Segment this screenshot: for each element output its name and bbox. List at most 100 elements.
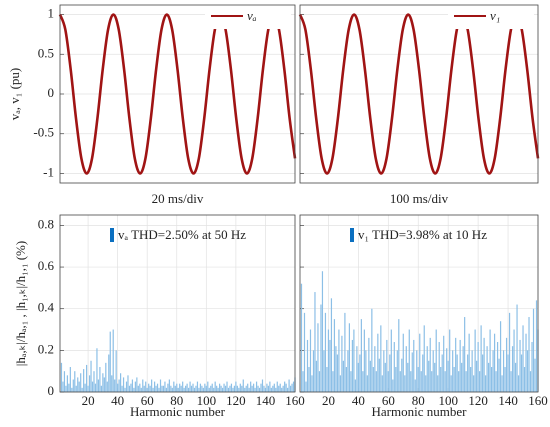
harmonic-bar [199, 383, 202, 392]
harmonic-bar [109, 331, 111, 392]
harmonic-bar [429, 337, 431, 392]
harmonic-bar [393, 342, 395, 392]
harmonic-bar [450, 375, 452, 392]
harmonic-bar [486, 346, 488, 392]
x-tick-label: 80 [170, 393, 183, 408]
panel: v₁ 100 ms/div [298, 4, 540, 206]
harmonic-bar [422, 354, 424, 392]
harmonic-bar [235, 381, 237, 392]
harmonic-bar [464, 317, 466, 392]
harmonic-bar [78, 381, 80, 392]
harmonic-bar [278, 385, 280, 392]
harmonic-bar [535, 300, 538, 392]
harmonic-bar [526, 350, 529, 392]
harmonic-bar [288, 379, 290, 392]
harmonic-bar [223, 383, 225, 392]
x-tick-label: 140 [256, 393, 276, 408]
harmonic-bar [254, 387, 256, 392]
harmonic-bar [411, 352, 413, 392]
harmonic-bar [371, 308, 373, 392]
harmonic-bar [499, 321, 502, 392]
x-tick-label: 60 [382, 393, 395, 408]
harmonic-bar [440, 367, 442, 392]
harmonic-bar [308, 367, 310, 392]
legend-box [205, 7, 291, 29]
harmonic-bar [356, 346, 358, 392]
harmonic-bar [96, 348, 98, 392]
harmonic-bar [146, 387, 148, 392]
harmonic-bar [520, 354, 523, 392]
harmonic-bar [137, 385, 139, 392]
legend-patch [110, 228, 114, 242]
harmonic-bar [164, 381, 166, 392]
harmonic-bar [87, 385, 89, 392]
harmonic-bar [501, 375, 503, 392]
harmonic-bar [190, 385, 193, 392]
harmonic-bar [69, 367, 71, 392]
harmonic-bar [437, 375, 439, 392]
harmonic-bar [211, 383, 213, 392]
harmonic-bar [383, 350, 385, 392]
y-axis-label: vₐ, v₁ (pu) [7, 68, 22, 121]
harmonic-bar [510, 371, 512, 392]
harmonic-bar [360, 319, 362, 392]
y-tick-label: 0 [48, 383, 55, 398]
harmonic-bar [312, 350, 315, 392]
harmonic-bar [351, 339, 353, 392]
harmonic-bar [63, 371, 66, 392]
harmonic-bar [81, 387, 83, 392]
harmonic-bar [473, 375, 475, 392]
harmonic-bar [121, 385, 123, 392]
harmonic-bar [72, 379, 74, 392]
harmonic-bar [239, 383, 241, 392]
harmonic-bar [502, 350, 505, 392]
y-tick-label: 0 [48, 85, 55, 100]
x-tick-label: 160 [285, 393, 305, 408]
harmonic-bar [186, 383, 188, 392]
harmonic-bar [490, 367, 493, 392]
harmonic-bar [261, 379, 264, 392]
harmonic-bar [77, 377, 79, 392]
harmonic-bar [470, 367, 472, 392]
harmonic-bar [320, 304, 322, 392]
harmonic-bar [66, 375, 68, 392]
harmonic-bar [332, 371, 334, 392]
x-tick-label: 20 [322, 393, 335, 408]
harmonic-bar [142, 379, 144, 392]
harmonic-bar [131, 379, 134, 392]
harmonic-bar [149, 385, 151, 392]
harmonic-bar [438, 342, 440, 392]
harmonic-bar [488, 362, 490, 392]
harmonic-bar [314, 292, 316, 392]
harmonic-bar [357, 362, 359, 392]
harmonic-bar [350, 371, 352, 392]
x-tick-label: 60 [141, 393, 154, 408]
harmonic-bar [468, 333, 470, 392]
harmonic-bar [384, 362, 386, 392]
axes-box [59, 4, 296, 184]
harmonic-bar [344, 312, 346, 392]
harmonic-bar [326, 367, 328, 392]
harmonic-bar [71, 387, 73, 392]
harmonic-bar [251, 385, 253, 392]
harmonic-bar [455, 337, 457, 392]
harmonic-bar [213, 387, 215, 392]
harmonic-bar [507, 354, 509, 392]
harmonic-bar [275, 387, 277, 392]
harmonic-bar [441, 354, 443, 392]
harmonic-bar [461, 362, 463, 392]
harmonic-bar [431, 371, 433, 392]
harmonic-bar [214, 381, 216, 392]
harmonic-bar [62, 381, 64, 392]
harmonic-bar [372, 367, 374, 392]
harmonic-bar [176, 383, 178, 392]
harmonic-bar [477, 342, 479, 392]
harmonic-bar [426, 346, 428, 392]
harmonic-bar [119, 373, 122, 392]
harmonic-bar [444, 371, 446, 392]
harmonic-bar [303, 312, 306, 392]
harmonic-bar [399, 371, 401, 392]
harmonic-bar [405, 346, 407, 392]
harmonic-bar [423, 325, 425, 392]
y-tick-label: 0.5 [38, 45, 54, 60]
